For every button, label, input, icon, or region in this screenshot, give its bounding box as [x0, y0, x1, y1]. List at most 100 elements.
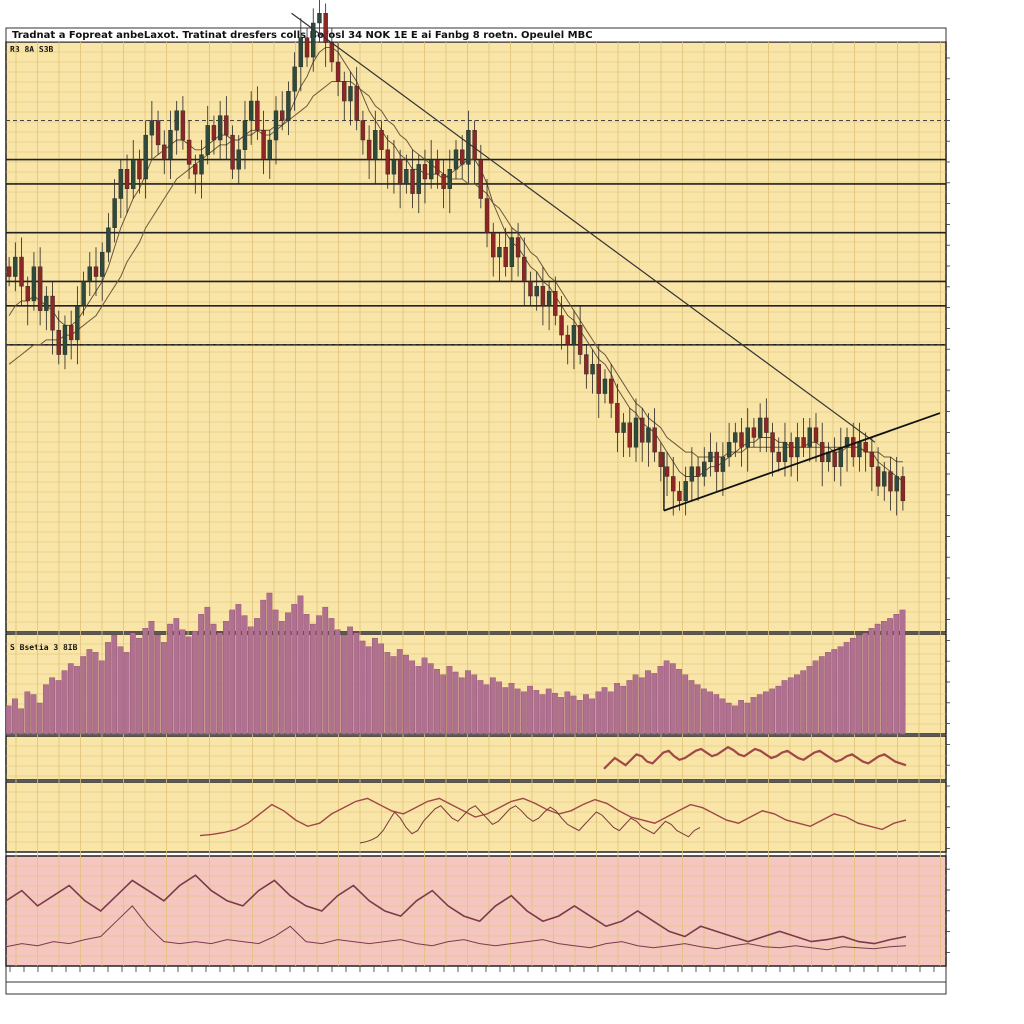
volume-bar [396, 649, 403, 735]
volume-bar [663, 660, 670, 735]
candle-body [838, 447, 844, 467]
candle-body [882, 471, 887, 487]
candle-body [428, 159, 434, 180]
candle-body [466, 130, 471, 165]
volume-bar [297, 595, 304, 735]
volume-bar [384, 652, 391, 735]
volume-bar [775, 685, 782, 735]
candle-body [596, 364, 601, 394]
volume-bar [55, 680, 62, 735]
volume-bar [583, 694, 589, 735]
candle-body [720, 456, 726, 472]
candle-body [261, 130, 266, 160]
candle-body [329, 42, 335, 63]
volume-bar [800, 670, 807, 735]
candle-body [335, 61, 341, 82]
candle-body [31, 266, 37, 302]
price-panel-label: R3 8A S3B [10, 45, 54, 54]
volume-bar [216, 632, 223, 735]
volume-bar [725, 702, 732, 735]
candle-body [664, 466, 670, 477]
volume-bar [309, 623, 316, 735]
volume-bar [545, 688, 552, 735]
volume-bar [316, 615, 322, 735]
volume-bar [167, 623, 173, 735]
candle-body [522, 256, 527, 282]
volume-bar [483, 684, 490, 735]
volume-bar [465, 670, 471, 735]
volume-bar [763, 691, 769, 735]
volume-bar [794, 674, 800, 735]
volume-bar [694, 684, 701, 735]
volume-bar [868, 628, 875, 735]
candle-body [205, 125, 210, 155]
volume-bar [322, 606, 329, 735]
candle-body [186, 139, 192, 165]
volume-bar [899, 609, 906, 735]
candle-body [366, 139, 372, 160]
candle-body [776, 451, 781, 463]
candle-body [137, 159, 142, 180]
volume-bar [620, 685, 627, 735]
candle-body [236, 149, 241, 170]
volume-bar [632, 674, 639, 735]
candle-body [193, 164, 198, 175]
volume-bar [496, 681, 502, 735]
candle-body [453, 149, 459, 170]
volume-bar [204, 606, 211, 735]
candle-body [168, 130, 173, 160]
candle-body [385, 149, 390, 175]
candle-body [342, 81, 347, 102]
candle-body [503, 247, 508, 267]
volume-bar [61, 670, 68, 735]
candle-body [87, 266, 92, 282]
candle-body [360, 120, 366, 141]
volume-bar [527, 685, 533, 735]
volume-bar [446, 666, 453, 735]
candle-body [671, 476, 676, 492]
volume-bar [570, 695, 577, 735]
chart-title: Tradnat a Fopreat anbeLaxot. Tratinat dr… [12, 30, 593, 41]
candle-body [801, 437, 806, 448]
volume-bar [601, 687, 608, 735]
volume-bar [440, 674, 447, 735]
volume-bar [434, 668, 440, 735]
candle-body [602, 378, 608, 394]
volume-bar [123, 652, 130, 735]
candle-body [733, 432, 738, 443]
volume-bar [74, 666, 80, 735]
candle-body [608, 378, 614, 404]
candle-body [708, 451, 713, 463]
volume-panel-label: S Bsetia 3 8IB [10, 642, 78, 652]
candle-body [813, 427, 819, 443]
volume-bar [43, 684, 49, 735]
candle-body [131, 159, 136, 189]
candle-body [764, 417, 769, 433]
candle-body [770, 432, 775, 453]
volume-bar [651, 673, 658, 735]
candle-body [44, 295, 49, 311]
volume-bar [30, 694, 37, 735]
volume-bar [452, 671, 459, 735]
candle-body [509, 237, 515, 267]
candle-body [832, 451, 837, 467]
volume-bar [247, 626, 254, 735]
volume-bar [825, 652, 831, 735]
candle-body [323, 13, 328, 43]
volume-bar [161, 642, 167, 735]
candle-body [248, 100, 254, 121]
candle-body [689, 466, 695, 482]
candle-body [373, 130, 378, 160]
candle-body [658, 451, 664, 467]
candle-body [255, 100, 260, 131]
volume-bar [701, 688, 707, 735]
candle-body [81, 281, 86, 307]
candle-body [50, 295, 55, 331]
candle-body [863, 442, 868, 453]
volume-bar [241, 615, 248, 735]
volume-bar [539, 694, 546, 735]
candle-body [534, 286, 539, 297]
volume-bar [471, 674, 478, 735]
candle-body [484, 198, 490, 233]
volume-bar [67, 663, 74, 735]
